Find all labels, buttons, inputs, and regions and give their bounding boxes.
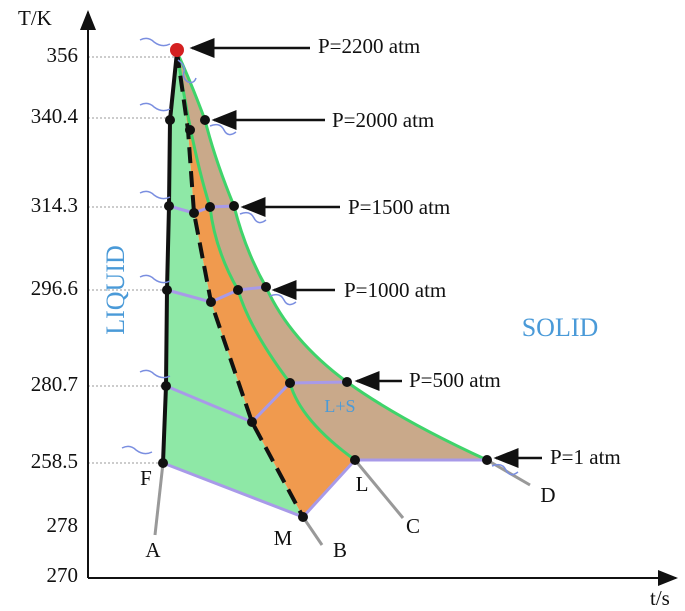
point-label: L — [356, 472, 369, 496]
pressure-arrows — [189, 38, 542, 468]
y-tick-label: 340.4 — [31, 104, 79, 128]
y-tick-label: 314.3 — [31, 193, 78, 217]
point-label: D — [540, 483, 555, 507]
axes — [80, 10, 678, 586]
pressure-label: P=1000 atm — [344, 278, 446, 302]
y-tick-label: 270 — [47, 563, 79, 587]
x-axis-label: t/s — [650, 586, 670, 610]
pressure-label: P=2200 atm — [318, 34, 420, 58]
mixed-label: L+S — [324, 396, 355, 416]
y-axis-label: T/K — [18, 6, 52, 30]
point-label: C — [406, 514, 420, 538]
dashed-line — [175, 51, 305, 518]
y-tick-label: 258.5 — [31, 449, 78, 473]
point-label: B — [333, 538, 347, 562]
point-label: A — [145, 538, 161, 562]
isotherms — [162, 204, 487, 519]
y-tick-label: 356 — [47, 43, 79, 67]
point-label: F — [140, 466, 152, 490]
solid-region — [177, 52, 487, 460]
pressure-label: P=2000 atm — [332, 108, 434, 132]
solid-label: SOLID — [522, 313, 599, 342]
y-tick-label: 296.6 — [31, 276, 78, 300]
mixed-region — [177, 52, 355, 517]
y-tick-label: 280.7 — [31, 372, 78, 396]
pressure-label: P=1500 atm — [348, 195, 450, 219]
pressure-label: P=1 atm — [550, 445, 621, 469]
pressure-label: P=500 atm — [409, 368, 501, 392]
guides — [88, 56, 175, 464]
point-label: M — [274, 526, 293, 550]
critical-point — [170, 43, 184, 57]
liquidus-line — [161, 51, 179, 464]
nodes — [158, 115, 492, 522]
liquid-label: LIQUID — [101, 245, 130, 335]
y-tick-label: 278 — [47, 513, 79, 537]
